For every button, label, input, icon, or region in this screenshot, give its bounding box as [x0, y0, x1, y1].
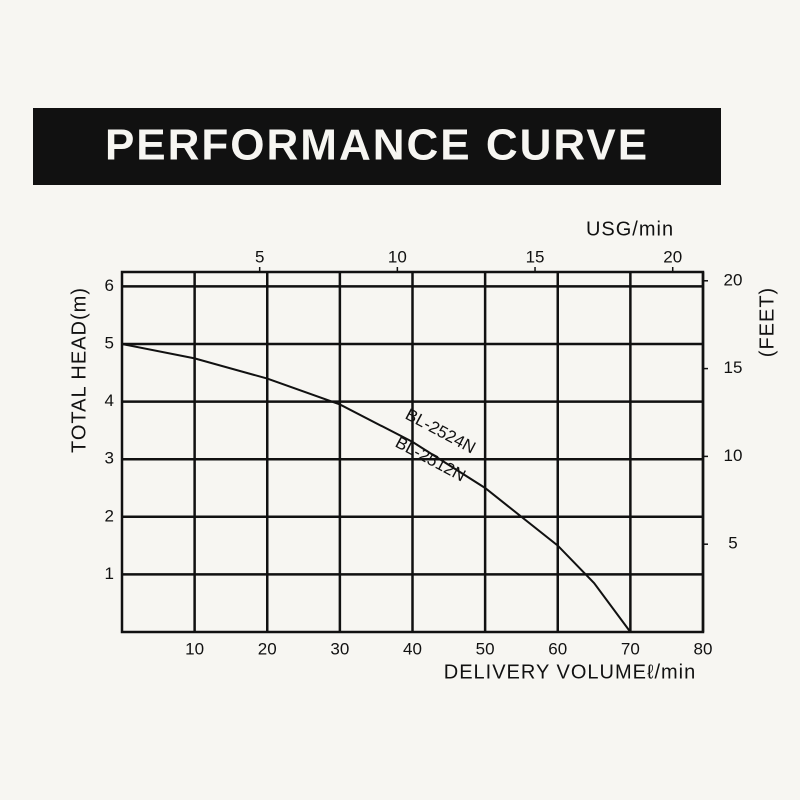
y-tick-label: 6: [105, 276, 114, 295]
x-tick-label: 30: [330, 639, 349, 658]
y2-tick-label: 10: [724, 446, 743, 465]
x2-tick-label: 5: [255, 247, 264, 266]
x-tick-label: 70: [621, 639, 640, 658]
y-tick-label: 1: [105, 564, 114, 583]
x-tick-label: 60: [548, 639, 567, 658]
x-tick-label: 50: [476, 639, 495, 658]
y-tick-label: 2: [105, 506, 114, 525]
y-tick-label: 4: [105, 391, 114, 410]
y-tick-label: 5: [105, 333, 114, 352]
y-axis-label: TOTAL HEAD(m): [68, 287, 90, 453]
x2-tick-label: 15: [526, 247, 545, 266]
x2-tick-label: 20: [663, 247, 682, 266]
curve: [121, 343, 632, 633]
chart-title: PERFORMANCE CURVE: [105, 121, 649, 170]
y2-tick-label: 20: [724, 270, 743, 289]
y2-axis-label: (FEET): [756, 287, 778, 357]
x-tick-label: 20: [258, 639, 277, 658]
x2-axis-label: USG/min: [586, 218, 674, 240]
y2-tick-label: 15: [724, 358, 743, 377]
title-box: [33, 108, 721, 185]
x-tick-label: 40: [403, 639, 422, 658]
y2-tick-label: 5: [728, 534, 737, 553]
y-tick-label: 3: [105, 449, 114, 468]
x-tick-label: 10: [185, 639, 204, 658]
x2-tick-label: 10: [388, 247, 407, 266]
x-axis-label: DELIVERY VOLUMEℓ/min: [444, 661, 696, 683]
x-tick-label: 80: [694, 639, 713, 658]
